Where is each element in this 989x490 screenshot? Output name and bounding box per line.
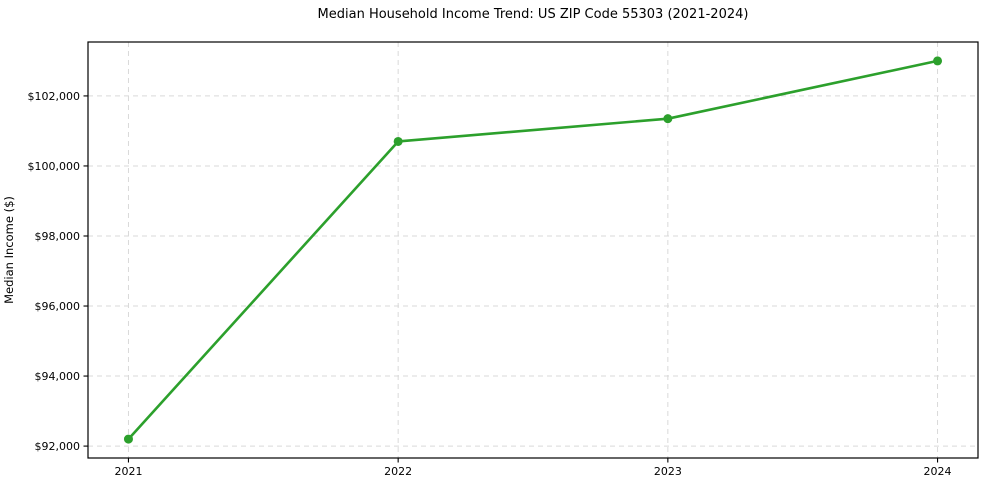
x-tick-label: 2022 [384,465,412,478]
plot-border [87,41,979,459]
trend-line [127,59,939,441]
y-tick-label: $92,000 [35,440,81,453]
data-point-2023 [663,114,673,124]
x-tick-label: 2023 [654,465,682,478]
y-tick-label: $98,000 [35,230,81,243]
y-tick-label: $96,000 [35,300,81,313]
y-tick-label: $100,000 [28,160,81,173]
data-point-2021 [123,434,133,444]
y-tick-label: $94,000 [35,370,81,383]
y-tick-label: $102,000 [28,90,81,103]
x-tick-label: 2024 [924,465,952,478]
data-point-2024 [933,56,943,66]
chart-title: Median Household Income Trend: US ZIP Co… [317,7,749,22]
x-tick-label: 2021 [114,465,142,478]
data-point-2022 [393,136,403,146]
